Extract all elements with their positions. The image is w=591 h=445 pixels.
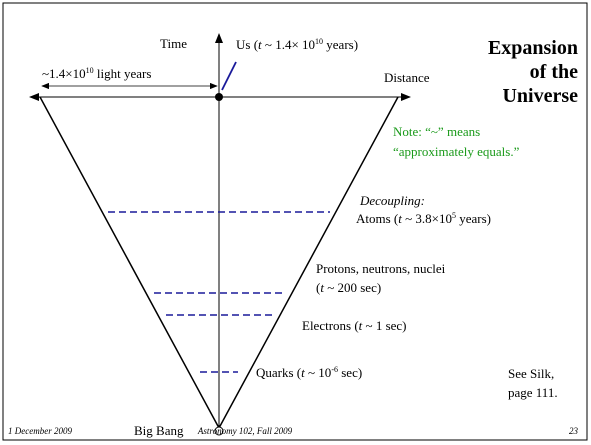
footer-course: Astronomy 102, Fall 2009 (197, 426, 293, 436)
distance-label: Distance (384, 70, 430, 85)
time-label: Time (160, 36, 187, 51)
title: Expansion (488, 37, 578, 59)
reference: See Silk, (508, 366, 554, 381)
us-pointer (221, 61, 237, 91)
event-label: Protons, neutrons, nuclei (316, 261, 446, 276)
reference: page 111. (508, 385, 558, 400)
title: of the (530, 61, 578, 83)
note: Note: “~” means (393, 124, 480, 139)
big-bang-point (214, 426, 224, 436)
span-label: ~1.4×1010 light years (42, 66, 151, 81)
event-label: (t ~ 200 sec) (316, 280, 381, 295)
event-label: Atoms (t ~ 3.8×105 years) (356, 211, 491, 226)
event-label: Electrons (t ~ 1 sec) (302, 318, 407, 333)
event-label: Decoupling: (359, 193, 425, 208)
footer-page: 23 (569, 426, 579, 436)
footer-date: 1 December 2009 (8, 426, 72, 436)
title: Universe (502, 85, 578, 107)
frame (2, 2, 588, 441)
cone-edge (218, 96, 399, 429)
cone-edge (39, 96, 220, 429)
us-dot (215, 93, 223, 101)
note: “approximately equals.” (393, 144, 520, 159)
big-bang-label: Big Bang (134, 423, 184, 438)
event-label: Quarks (t ~ 10-6 sec) (256, 365, 362, 380)
us-label: Us (t ~ 1.4× 1010 years) (236, 37, 358, 52)
